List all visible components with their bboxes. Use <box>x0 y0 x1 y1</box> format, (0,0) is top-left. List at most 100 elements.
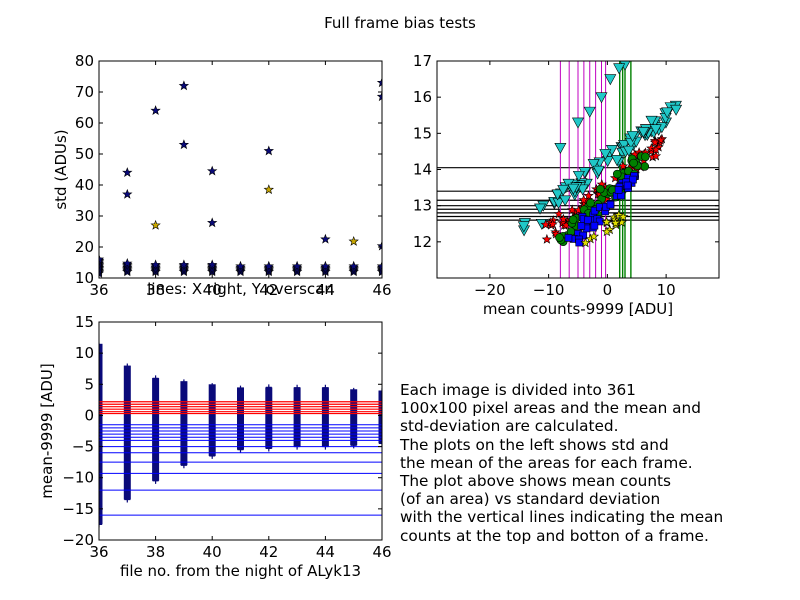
std-point <box>122 257 133 268</box>
series-point <box>595 92 608 104</box>
std-outlier-point <box>376 91 382 102</box>
std-point <box>263 260 274 271</box>
mean-point <box>379 427 382 434</box>
mean-point <box>99 490 102 497</box>
mean-point <box>99 418 102 425</box>
y-tick-label: 15 <box>75 313 94 331</box>
series-point <box>599 149 612 161</box>
series-point <box>590 221 599 230</box>
std-vs-mean-plot: −20 −10 0 10 12 13 14 15 16 17 mean counts-9999 [A… <box>413 52 720 318</box>
ax2-plot-area <box>437 61 719 278</box>
x-tick-label: 42 <box>259 281 278 299</box>
series-point <box>612 169 622 179</box>
mean-point <box>99 351 102 358</box>
mean-point <box>99 493 102 500</box>
mean-point <box>99 425 102 432</box>
series-point <box>547 218 558 229</box>
x-axis-label: mean counts-9999 [ADU] <box>483 300 673 318</box>
mean-point <box>152 375 159 382</box>
series-point <box>650 150 662 161</box>
mean-point <box>99 353 102 360</box>
mean-point <box>99 456 102 463</box>
mean-point <box>99 423 102 430</box>
std-outlier-point <box>178 139 190 150</box>
mean-point <box>379 405 382 412</box>
mean-point <box>322 384 329 391</box>
mean-point <box>99 368 102 375</box>
y-axis-label: std (ADUs) <box>52 129 70 209</box>
mean-point <box>99 469 102 476</box>
y-tick-label: 10 <box>75 269 94 287</box>
series-point <box>571 117 585 129</box>
series-point <box>629 175 637 184</box>
y-tick-label: −10 <box>62 469 94 487</box>
std-outlier-point <box>376 240 382 251</box>
x-tick-label: 44 <box>316 281 335 299</box>
series-point <box>641 152 650 161</box>
series-point <box>572 170 585 182</box>
mean-point <box>99 510 102 517</box>
x-tick-label: 44 <box>316 543 335 561</box>
series-point <box>649 124 662 136</box>
mean-point <box>379 396 382 403</box>
mean-point <box>99 432 102 439</box>
series-point <box>617 211 629 222</box>
mean-point <box>99 495 102 502</box>
mean-point <box>99 514 102 521</box>
x-tick-label: 40 <box>203 543 222 561</box>
mean-point <box>99 429 102 436</box>
series-point <box>580 237 591 248</box>
y-tick-label: −20 <box>62 531 94 549</box>
series-point <box>614 186 623 194</box>
x-tick-label: 46 <box>372 543 391 561</box>
series-point <box>606 200 615 209</box>
x-axis-label: lines: X right, Y overscan <box>147 280 334 298</box>
series-point <box>587 159 600 171</box>
x-tick-label: 36 <box>89 543 108 561</box>
std-point <box>291 260 303 271</box>
y-tick-label: 5 <box>84 375 94 393</box>
series-point <box>541 233 553 244</box>
mean-point <box>99 453 102 460</box>
series-point <box>655 134 666 145</box>
std-point <box>235 260 246 271</box>
std-point <box>376 260 382 271</box>
mean-point <box>99 462 102 469</box>
mean-point <box>99 421 102 428</box>
mean-point <box>99 344 102 351</box>
x-axis-label: file no. from the night of ALyk13 <box>120 562 361 580</box>
mean-point <box>99 373 102 380</box>
mean-point <box>379 429 382 436</box>
x-tick-label: 0 <box>603 281 613 299</box>
mean-point <box>99 386 102 393</box>
axes-frame <box>98 60 383 279</box>
series-point <box>558 213 569 224</box>
mean-point <box>99 388 102 395</box>
x-tick-label: −20 <box>474 281 506 299</box>
y-tick-label: 40 <box>75 176 94 194</box>
series-point <box>617 160 629 171</box>
mean-point <box>99 447 102 454</box>
series-point <box>578 194 589 205</box>
axes-frame <box>98 321 383 541</box>
mean-point <box>99 371 102 378</box>
std-outlier-point <box>150 105 161 116</box>
mean-point <box>99 392 102 399</box>
mean-point <box>99 408 102 415</box>
mean-point <box>180 379 187 386</box>
series-point <box>592 165 605 177</box>
std-outlier-point <box>263 184 274 195</box>
series-point <box>610 155 623 167</box>
mean-point <box>209 383 216 390</box>
mean-point <box>99 466 102 473</box>
y-tick-label: 17 <box>413 52 432 70</box>
mean-point <box>99 366 102 373</box>
series-point <box>626 131 639 143</box>
series-point <box>650 144 662 155</box>
std-outlier-point <box>122 188 133 199</box>
series-point <box>618 140 631 151</box>
x-tick-label: 42 <box>259 543 278 561</box>
y-tick-label: 70 <box>75 83 94 101</box>
mean-point <box>99 362 102 369</box>
